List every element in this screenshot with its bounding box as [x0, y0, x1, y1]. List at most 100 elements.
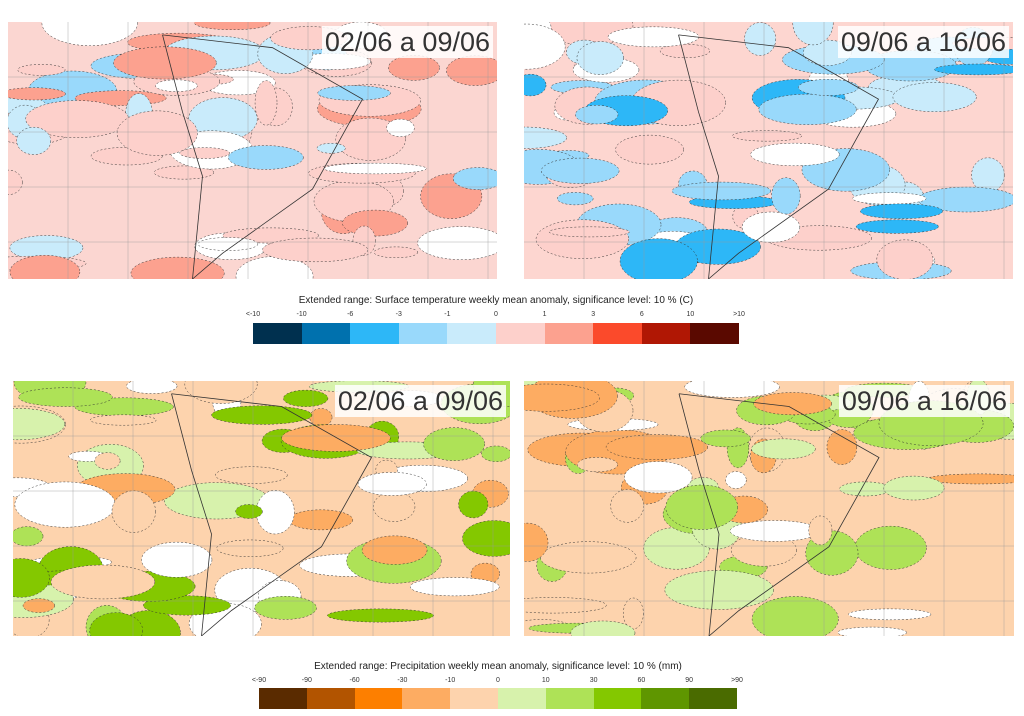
anomaly-region — [671, 181, 772, 201]
colorbar-tick: 60 — [637, 677, 646, 684]
colorbar-tick: -10 — [445, 677, 456, 684]
anomaly-region — [524, 73, 547, 97]
anomaly-region — [116, 110, 198, 156]
anomaly-region — [452, 167, 497, 190]
anomaly-region — [808, 515, 833, 546]
anomaly-region — [254, 596, 317, 620]
anomaly-region — [388, 55, 440, 81]
anomaly-region — [725, 471, 747, 489]
precip-map-week2: 09/06 a 16/06 — [524, 381, 1014, 636]
anomaly-region — [541, 157, 620, 184]
colorbar-tick: 30 — [589, 677, 598, 684]
precip-map-week1: 02/06 a 09/06 — [13, 381, 510, 636]
anomaly-region — [619, 238, 698, 279]
colorbar-tick: 0 — [494, 311, 498, 318]
anomaly-region — [826, 429, 858, 465]
colorbar-tick: -60 — [349, 677, 360, 684]
period-label: 09/06 a 16/06 — [837, 26, 1009, 58]
anomaly-region — [254, 80, 278, 126]
colorbar-tick: >90 — [731, 677, 743, 684]
anomaly-region — [194, 22, 271, 30]
anomaly-region — [373, 491, 416, 522]
anomaly-region — [288, 509, 354, 531]
colorbar-swatch — [593, 688, 642, 709]
anomaly-region — [750, 142, 840, 167]
anomaly-region — [971, 157, 1005, 193]
colorbar-tick: 1 — [542, 311, 547, 318]
coastline — [678, 393, 880, 636]
anomaly-region — [575, 104, 619, 125]
colorbar-tick: -90 — [301, 677, 312, 684]
anomaly-region — [216, 539, 284, 557]
anomaly-region — [283, 389, 329, 407]
coastline — [171, 393, 373, 636]
anomaly-region — [111, 490, 156, 533]
anomaly-region — [386, 118, 415, 137]
colorbar-swatch — [641, 323, 691, 344]
map-field — [524, 22, 1013, 279]
anomaly-region — [607, 26, 700, 48]
colorbar-tick: >10 — [733, 311, 745, 318]
anomaly-region — [342, 209, 408, 237]
anomaly-region — [458, 490, 489, 519]
colorbar-tick: 10 — [686, 311, 695, 318]
precip-colorbar — [259, 688, 737, 709]
colorbar-tick: -1 — [444, 311, 451, 318]
colorbar-swatch — [495, 323, 545, 344]
colorbar-tick: <-10 — [245, 311, 261, 318]
anomaly-region — [876, 239, 934, 279]
colorbar-swatch — [350, 323, 399, 344]
anomaly-region — [732, 130, 802, 142]
anomaly-region — [892, 82, 977, 113]
anomaly-region — [623, 597, 644, 630]
anomaly-region — [524, 126, 567, 149]
anomaly-region — [664, 570, 774, 610]
anomaly-region — [153, 165, 215, 180]
anomaly-region — [934, 63, 1013, 76]
anomaly-region — [798, 79, 859, 96]
anomaly-region — [130, 256, 225, 279]
anomaly-region — [524, 383, 600, 412]
coastline — [162, 34, 364, 279]
anomaly-region — [744, 22, 777, 56]
anomaly-region — [839, 481, 892, 497]
anomaly-region — [684, 381, 780, 398]
anomaly-region — [281, 424, 391, 452]
anomaly-region — [14, 481, 116, 528]
anomaly-region — [361, 535, 428, 565]
anomaly-region — [758, 93, 857, 125]
temp-map-week1: 02/06 a 09/06 — [8, 22, 497, 279]
anomaly-region — [309, 408, 333, 427]
period-label: 02/06 a 09/06 — [334, 385, 506, 417]
anomaly-region — [215, 466, 288, 484]
colorbar-swatch — [689, 688, 737, 709]
colorbar-tick: 6 — [639, 311, 644, 318]
anomaly-region — [357, 472, 427, 496]
anomaly-region — [90, 414, 157, 426]
anomaly-region — [179, 147, 230, 159]
anomaly-region — [141, 541, 213, 578]
anomaly-region — [741, 211, 801, 243]
colorbar-swatch — [450, 688, 498, 709]
anomaly-region — [665, 484, 739, 530]
anomaly-region — [317, 85, 391, 101]
anomaly-region — [94, 452, 121, 470]
anomaly-region — [729, 520, 820, 542]
anomaly-region — [13, 526, 44, 547]
anomaly-region — [155, 79, 198, 92]
temp-colorbar — [253, 323, 739, 344]
anomaly-region — [481, 445, 510, 462]
coastline — [678, 34, 880, 279]
anomaly-region — [837, 626, 907, 636]
anomaly-region — [576, 457, 618, 473]
anomaly-region — [113, 46, 217, 80]
anomaly-region — [8, 169, 23, 195]
anomaly-region — [197, 237, 259, 251]
colorbar-swatch — [402, 688, 451, 709]
anomaly-region — [41, 22, 138, 46]
anomaly-region — [792, 22, 834, 46]
colorbar-tick: -3 — [395, 311, 402, 318]
anomaly-region — [143, 595, 231, 616]
anomaly-region — [883, 475, 945, 501]
colorbar-tick: 10 — [541, 677, 550, 684]
